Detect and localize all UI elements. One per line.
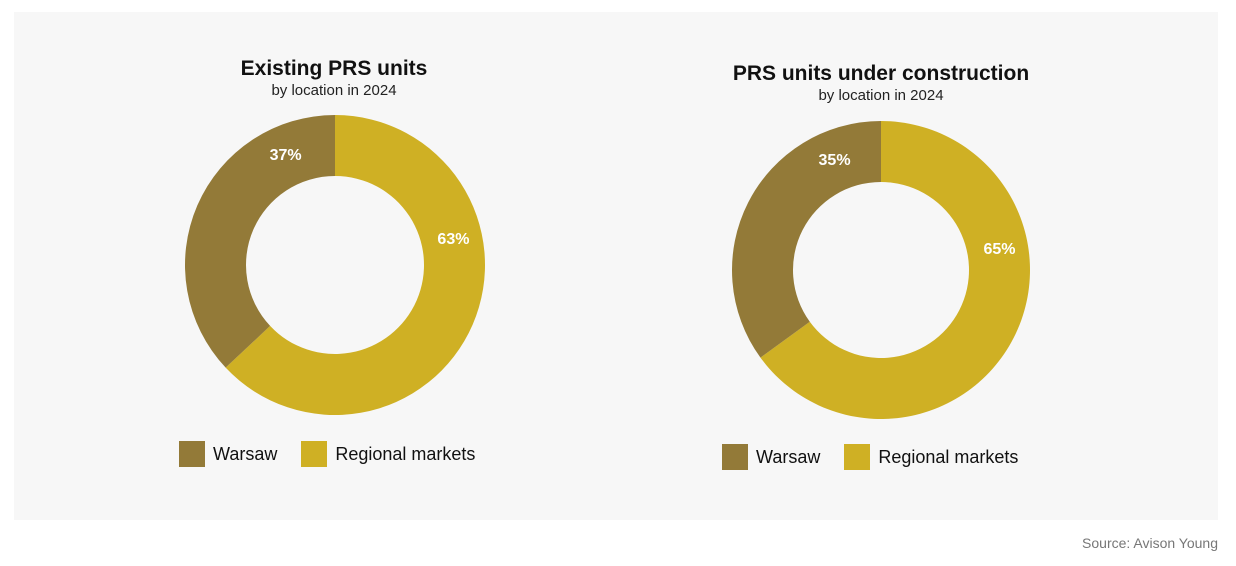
donut-slice-warsaw (185, 115, 335, 368)
chart-legend: Warsaw Regional markets (179, 441, 475, 467)
data-label-warsaw: 37% (270, 147, 302, 164)
legend-swatch-regional-markets (844, 444, 871, 470)
chart-prs-units-under-construction: PRS units under construction by location… (601, 12, 1161, 520)
donut-chart: 63% 37% (185, 115, 485, 415)
donut-slice-regional-markets (225, 115, 485, 415)
legend-swatch-warsaw (179, 441, 205, 467)
donut-slice-regional-markets (760, 121, 1030, 419)
chart-title: Existing PRS units (240, 57, 428, 80)
chart-legend: Warsaw Regional markets (722, 444, 1018, 470)
data-label-regional-markets: 65% (983, 241, 1015, 258)
legend-label: Warsaw (213, 443, 278, 464)
chart-subtitle: by location in 2024 (818, 87, 944, 104)
data-label-warsaw: 35% (819, 152, 851, 169)
donut-chart: 65% 35% (732, 121, 1030, 419)
legend-item-warsaw: Warsaw (722, 444, 820, 470)
donut-slice-warsaw (732, 121, 881, 358)
source-note: Source: Avison Young (1082, 535, 1218, 551)
legend-label: Regional markets (335, 443, 476, 464)
legend-swatch-regional-markets (301, 441, 328, 467)
legend-item-regional-markets: Regional markets (844, 444, 1018, 470)
legend-item-regional-markets: Regional markets (301, 441, 475, 467)
legend-item-warsaw: Warsaw (179, 441, 277, 467)
chart-panel: Existing PRS units by location in 2024 6… (14, 12, 1218, 520)
legend-label: Regional markets (878, 446, 1019, 467)
legend-label: Warsaw (756, 446, 821, 467)
legend-swatch-warsaw (722, 444, 748, 470)
chart-existing-prs-units: Existing PRS units by location in 2024 6… (54, 12, 614, 520)
data-label-regional-markets: 63% (437, 231, 469, 248)
chart-title: PRS units under construction (732, 62, 1030, 85)
chart-subtitle: by location in 2024 (271, 82, 397, 99)
